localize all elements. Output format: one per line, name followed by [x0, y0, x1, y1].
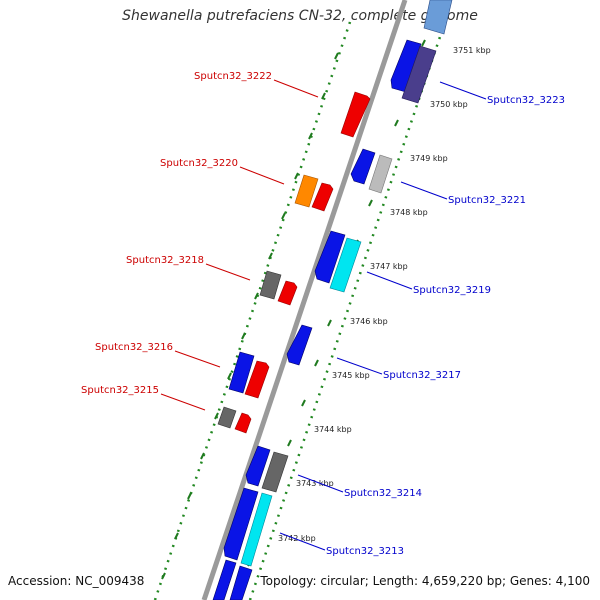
- gene-label-sputcn32-3222[interactable]: Sputcn32_3222: [194, 71, 272, 82]
- gene-sputcn32-3221b[interactable]: [368, 154, 393, 194]
- gene-label-sputcn32-3214[interactable]: Sputcn32_3214: [344, 488, 422, 499]
- gene-label-sputcn32-3219[interactable]: Sputcn32_3219: [413, 285, 491, 296]
- gene-sputcn32-3216[interactable]: [228, 351, 255, 394]
- accession-label: Accession: NC_009438: [8, 574, 145, 588]
- gene-label-sputcn32-3216[interactable]: Sputcn32_3216: [95, 342, 173, 353]
- tick-label: 3744 kbp: [314, 425, 352, 434]
- reverse-strand-genes: [212, 0, 453, 600]
- gene-sputcn32-3220b[interactable]: [311, 182, 334, 212]
- gene-sputcn32-3213b[interactable]: [240, 492, 273, 567]
- gene-label-sputcn32-3218[interactable]: Sputcn32_3218: [126, 255, 204, 266]
- forward-gene-labels: Sputcn32_3222 Sputcn32_3220 Sputcn32_321…: [81, 71, 319, 411]
- genome-title: Shewanella putrefaciens CN-32, complete …: [122, 8, 478, 24]
- tick-label: 3750 kbp: [430, 100, 468, 109]
- genome-backbone: [201, 0, 408, 600]
- gene-label-sputcn32-3217[interactable]: Sputcn32_3217: [383, 370, 461, 381]
- gene-sputcn32-3219b[interactable]: [329, 237, 362, 293]
- gene-sputcn32-3223b[interactable]: [401, 45, 437, 104]
- gene-sputcn32-3218[interactable]: [259, 270, 282, 300]
- gene-sputcn32-3223c[interactable]: [423, 0, 453, 35]
- gene-label-sputcn32-3215[interactable]: Sputcn32_3215: [81, 385, 159, 396]
- tick-label: 3751 kbp: [453, 46, 491, 55]
- gene-sputcn32-3220[interactable]: [294, 174, 319, 208]
- gene-sputcn32-3214[interactable]: [245, 445, 271, 487]
- gene-sputcn32-3214b[interactable]: [261, 451, 289, 493]
- gene-sputcn32-3219[interactable]: [314, 230, 346, 284]
- tick-label: 3748 kbp: [390, 208, 428, 217]
- forward-strand-genes: [217, 91, 371, 434]
- inner-dotted-ring: [248, 21, 447, 600]
- gene-label-sputcn32-3223[interactable]: Sputcn32_3223: [487, 95, 565, 106]
- gene-sputcn32-3218b[interactable]: [277, 280, 298, 306]
- gene-sputcn32-3215[interactable]: [217, 406, 237, 429]
- gene-extra-blue-a[interactable]: [212, 559, 237, 600]
- tick-label: 3743 kbp: [296, 479, 334, 488]
- gene-sputcn32-3222[interactable]: [340, 91, 371, 138]
- gene-label-sputcn32-3213[interactable]: Sputcn32_3213: [326, 546, 404, 557]
- tick-label: 3749 kbp: [410, 154, 448, 163]
- tick-label: 3746 kbp: [350, 317, 388, 326]
- gene-sputcn32-3221[interactable]: [350, 148, 376, 185]
- topology-label: Topology: circular; Length: 4,659,220 bp…: [260, 574, 590, 588]
- gene-sputcn32-3216b[interactable]: [244, 360, 270, 399]
- outer-dotted-ring: [153, 21, 352, 600]
- gene-sputcn32-3213[interactable]: [223, 487, 259, 561]
- gene-sputcn32-3223[interactable]: [390, 39, 422, 93]
- tick-label: 3745 kbp: [332, 371, 370, 380]
- kbp-tick-labels: 3751 kbp 3750 kbp 3749 kbp 3748 kbp 3747…: [278, 46, 491, 543]
- gene-label-sputcn32-3220[interactable]: Sputcn32_3220: [160, 158, 238, 169]
- gene-sputcn32-3217[interactable]: [286, 324, 313, 366]
- tick-label: 3747 kbp: [370, 262, 408, 271]
- tick-label: 3742 kbp: [278, 534, 316, 543]
- gene-sputcn32-3215b[interactable]: [234, 412, 252, 434]
- gene-extra-blue-b[interactable]: [229, 565, 253, 600]
- gene-label-sputcn32-3221[interactable]: Sputcn32_3221: [448, 195, 526, 206]
- reverse-gene-labels: Sputcn32_3223 Sputcn32_3221 Sputcn32_321…: [279, 81, 565, 557]
